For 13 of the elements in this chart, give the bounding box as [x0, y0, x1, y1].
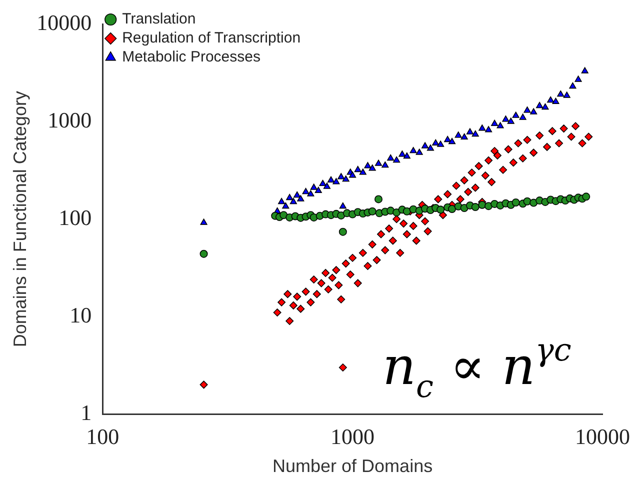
x-tick-label: 10000 — [575, 424, 630, 449]
x-axis-title: Number of Domains — [272, 456, 433, 476]
y-tick-label: 1000 — [48, 107, 92, 132]
y-axis-title: Domains in Functional Category — [10, 91, 30, 348]
legend-label: Regulation of Transcription — [122, 30, 301, 47]
x-tick-label: 100 — [86, 424, 120, 449]
y-tick-label: 1 — [80, 400, 92, 425]
y-tick-label: 100 — [58, 204, 92, 230]
x-tick-label: 1000 — [330, 424, 375, 449]
y-tick-label: 10 — [70, 302, 92, 328]
y-tick-label: 10000 — [36, 10, 92, 35]
legend-label: Metabolic Processes — [122, 48, 261, 66]
legend-label: Translation — [122, 10, 196, 28]
